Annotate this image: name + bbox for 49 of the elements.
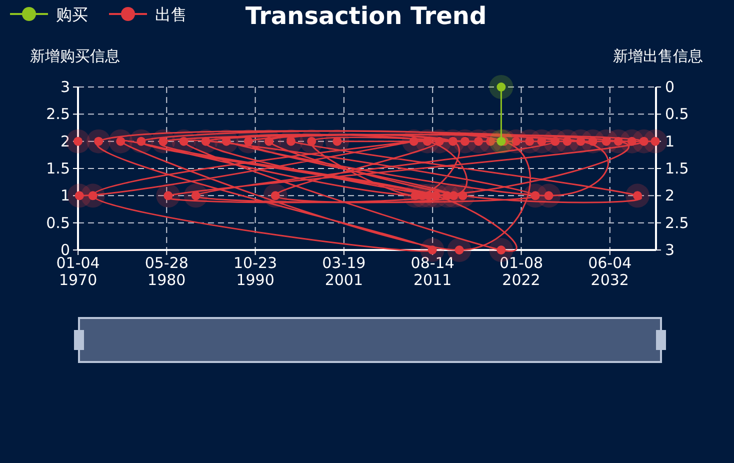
y-axis-title: 新增购买信息 bbox=[30, 47, 120, 65]
point bbox=[300, 129, 324, 154]
y2-tick-label: 0.5 bbox=[665, 105, 689, 124]
y-tick-label: 0.5 bbox=[46, 214, 70, 232]
point bbox=[184, 184, 208, 208]
point bbox=[236, 129, 260, 154]
point bbox=[555, 129, 580, 154]
point bbox=[263, 184, 288, 208]
point bbox=[214, 129, 238, 154]
legend-label: 购买 bbox=[56, 5, 88, 24]
point bbox=[450, 184, 475, 208]
point bbox=[594, 129, 618, 154]
y2-tick-label: 3 bbox=[665, 241, 675, 259]
point bbox=[194, 129, 218, 154]
point bbox=[156, 184, 180, 208]
point bbox=[530, 129, 554, 154]
point bbox=[80, 184, 105, 208]
y-tick-label: 2 bbox=[60, 132, 70, 150]
point bbox=[129, 129, 154, 154]
x-tick-label: 08-14 2011 bbox=[410, 254, 454, 289]
y2-tick-label: 0 bbox=[665, 78, 675, 96]
point bbox=[325, 129, 350, 154]
point bbox=[279, 129, 304, 154]
x-tick-label: 06-04 2032 bbox=[588, 254, 632, 289]
chart-title: Transaction Trend bbox=[245, 2, 487, 30]
y2-tick-label: 2.5 bbox=[665, 214, 689, 232]
y2-tick-label: 1 bbox=[665, 132, 675, 150]
point bbox=[626, 184, 650, 208]
point bbox=[620, 129, 644, 154]
x-tick-label: 05-28 1980 bbox=[144, 254, 188, 289]
y2-axis-title: 新增出售信息 bbox=[613, 47, 703, 65]
x-tick-label: 03-19 2001 bbox=[322, 254, 366, 289]
y-tick-label: 2.5 bbox=[46, 105, 70, 124]
point bbox=[151, 129, 176, 154]
x-tick-label: 01-08 2022 bbox=[499, 254, 544, 289]
y-tick-label: 1 bbox=[60, 186, 70, 205]
y-tick-label: 1.5 bbox=[46, 160, 70, 178]
point bbox=[256, 129, 281, 154]
point bbox=[172, 129, 196, 154]
point bbox=[643, 129, 668, 154]
point bbox=[108, 129, 133, 154]
point bbox=[86, 129, 111, 154]
y2-tick-label: 2 bbox=[665, 186, 675, 205]
y-tick-label: 3 bbox=[60, 78, 70, 96]
point bbox=[536, 184, 561, 208]
y2-tick-label: 1.5 bbox=[665, 160, 689, 178]
x-tick-label: 10-23 1990 bbox=[234, 254, 278, 289]
x-tick-label: 01-04 1970 bbox=[56, 254, 100, 289]
legend-label: 出售 bbox=[155, 5, 187, 24]
